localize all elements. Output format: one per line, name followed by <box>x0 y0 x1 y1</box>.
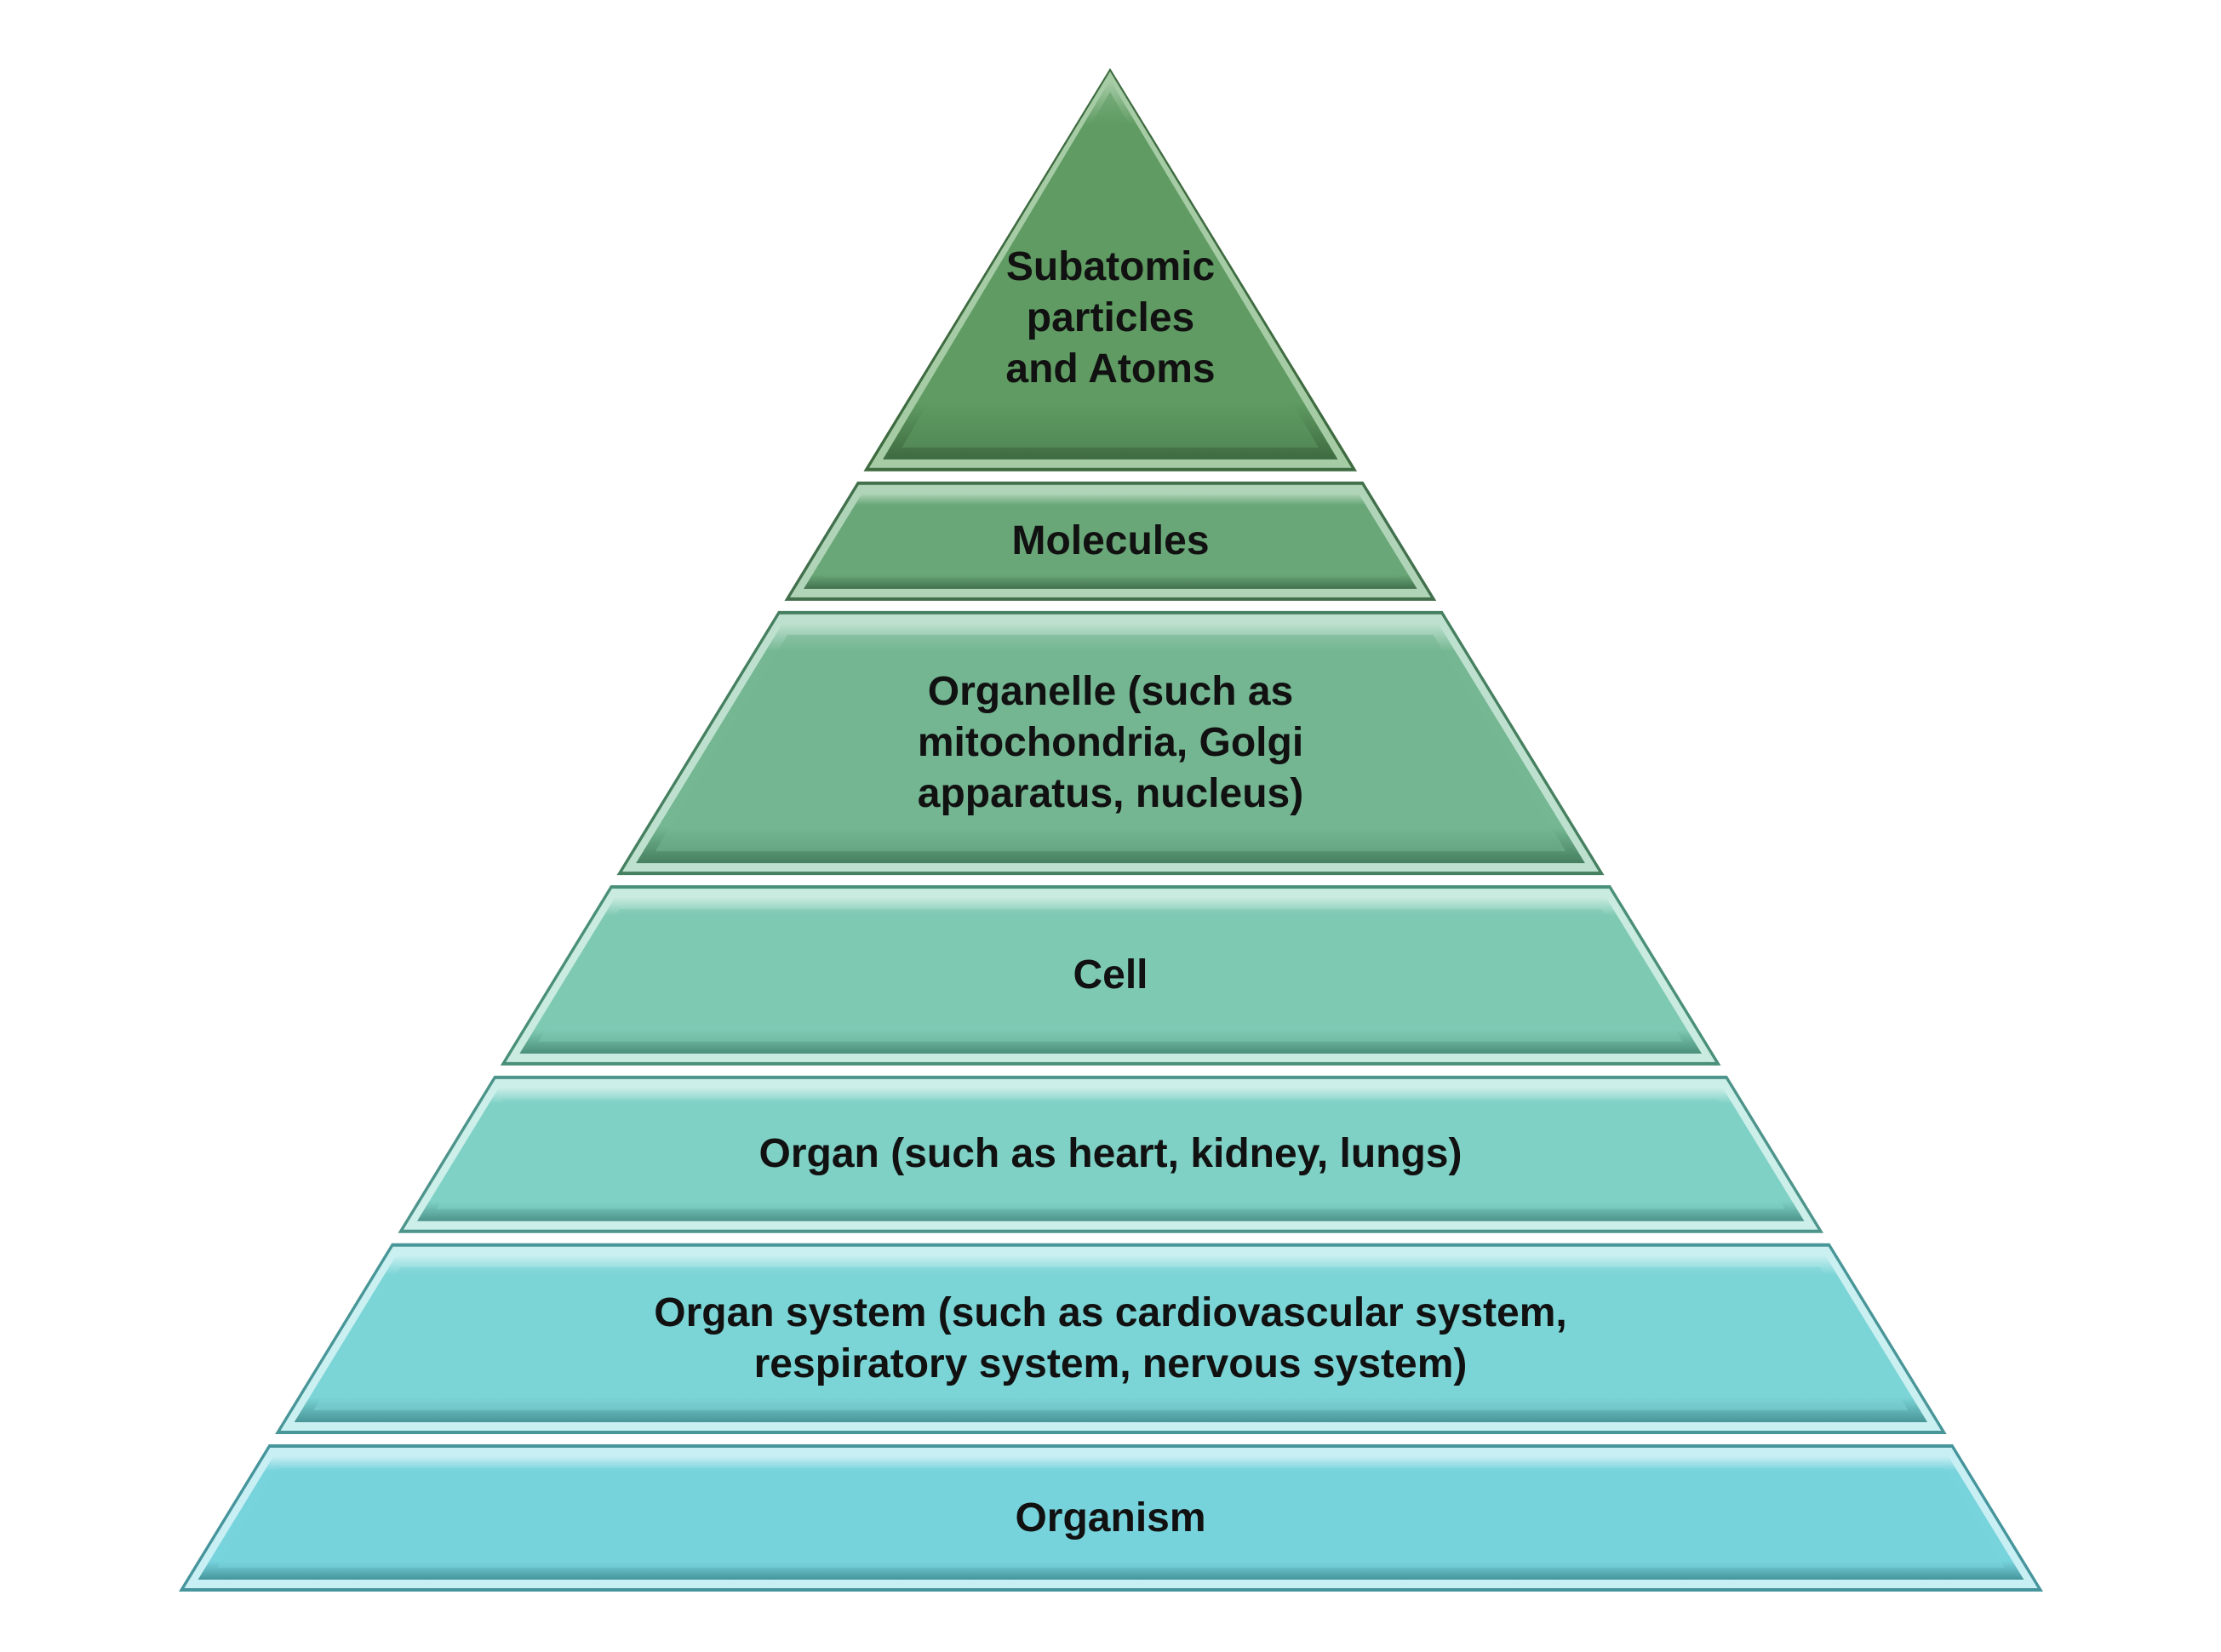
pyramid-level-organism-face <box>217 1468 2005 1568</box>
pyramid-level-molecules-face <box>823 506 1398 577</box>
pyramid-level-subatomic-face <box>902 92 1319 448</box>
pyramid-svg <box>0 0 2221 1652</box>
pyramid-level-cell-face <box>539 909 1682 1042</box>
pyramid-level-organelle-face <box>655 635 1566 851</box>
pyramid-diagram: Subatomic particles and AtomsMoleculesOr… <box>0 0 2221 1652</box>
pyramid-level-organ-face <box>437 1100 1785 1209</box>
pyramid-level-organ-system-face <box>313 1267 1908 1410</box>
